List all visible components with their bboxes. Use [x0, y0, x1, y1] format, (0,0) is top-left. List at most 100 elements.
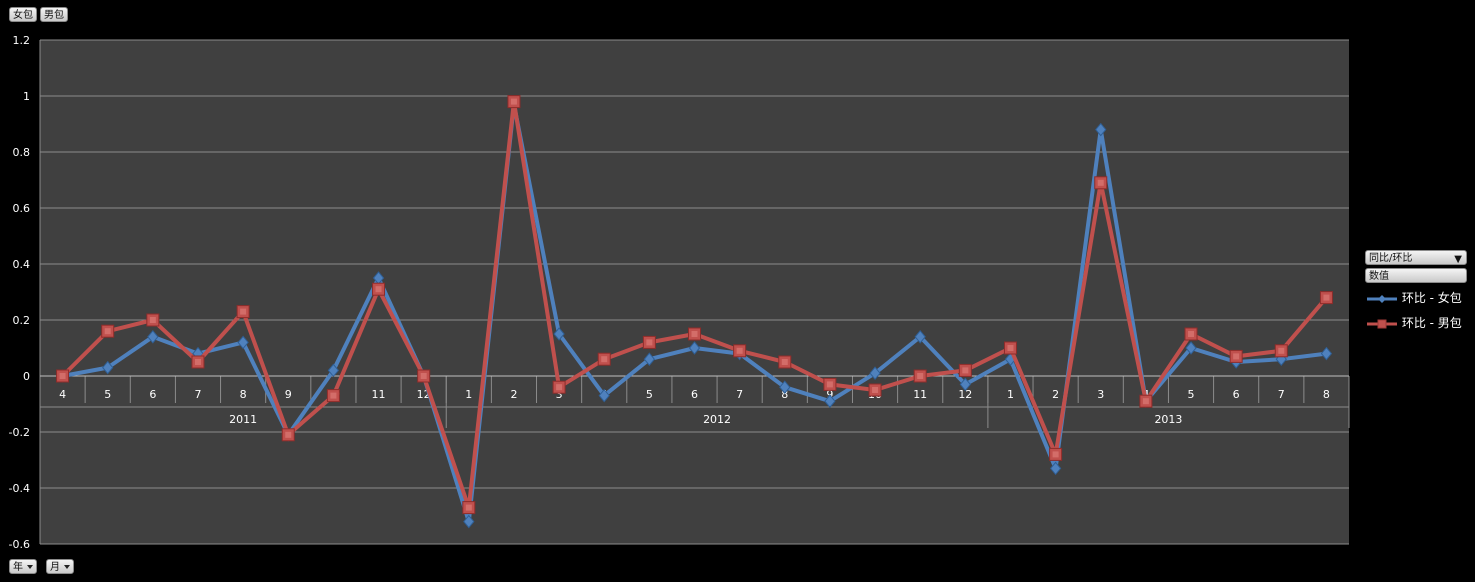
x-tick-label: 8 [1323, 388, 1330, 401]
legend-marker-series-a [1367, 294, 1397, 303]
x-tick-label: 9 [285, 388, 292, 401]
data-point-highlight [1142, 398, 1149, 405]
values-field-button[interactable]: 数值 [1365, 268, 1467, 283]
x-tick-label: 7 [1278, 388, 1285, 401]
y-tick-label: 0 [23, 370, 30, 383]
data-point-series-1 [914, 330, 926, 344]
x-tick-label: 1 [1007, 388, 1014, 401]
x-tick-label: 8 [240, 388, 247, 401]
x-tick-label: 8 [781, 388, 788, 401]
data-point-highlight [1097, 179, 1104, 186]
x-tick-label: 5 [104, 388, 111, 401]
x-tick-label: 5 [1188, 388, 1195, 401]
chevron-down-icon [27, 565, 33, 569]
x-tick-label: 6 [691, 388, 698, 401]
data-point-highlight [1052, 451, 1059, 458]
data-point-highlight [420, 373, 427, 379]
data-point-series-1 [463, 514, 475, 529]
data-point-highlight [59, 373, 66, 379]
data-point-highlight [646, 339, 653, 346]
line-chart: 1.210.80.60.40.20-0.2-0.4-0.645678910111… [9, 34, 1350, 551]
data-point-series-1 [1185, 341, 1197, 355]
plot-area [40, 40, 1349, 544]
legend-marker-series-b [1367, 319, 1397, 328]
year-label: 2012 [703, 413, 731, 426]
data-point-highlight [510, 98, 517, 105]
x-tick-label: 5 [646, 388, 653, 401]
y-tick-label: 1.2 [13, 34, 31, 47]
x-tick-label: 2 [1052, 388, 1059, 401]
legend-label-series-a: 环比 - 女包 [1401, 291, 1462, 305]
data-point-highlight [375, 286, 382, 293]
data-point-highlight [691, 331, 698, 337]
chevron-down-icon [64, 565, 70, 569]
data-point-highlight [872, 387, 879, 393]
filter-button-series-a[interactable]: 女包 [9, 7, 37, 22]
month-field-label: 月 [50, 562, 60, 573]
filter-icon: ▼ [1454, 254, 1462, 265]
legend-item-series-b: 环比 - 男包 [1366, 314, 1462, 331]
data-point-highlight [736, 347, 743, 354]
data-point-highlight [194, 359, 201, 365]
x-tick-label: 2 [510, 388, 517, 401]
y-tick-label: 1 [23, 90, 30, 103]
data-point-highlight [962, 367, 969, 374]
y-tick-label: -0.6 [9, 538, 30, 551]
data-point-series-1 [824, 394, 836, 408]
data-point-highlight [601, 356, 608, 363]
year-label: 2011 [229, 413, 257, 426]
data-point-highlight [1323, 294, 1330, 301]
x-tick-label: 3 [1097, 388, 1104, 401]
x-tick-label: 4 [59, 388, 66, 401]
x-tick-label: 6 [149, 388, 156, 401]
data-point-series-1 [553, 327, 565, 341]
data-point-series-1 [1320, 346, 1333, 361]
year-label: 2013 [1154, 413, 1182, 426]
data-point-highlight [917, 373, 924, 379]
year-field-button[interactable]: 年 [9, 559, 37, 574]
data-point-series-1 [147, 330, 159, 344]
y-tick-label: 0.6 [13, 202, 31, 215]
filter-button-series-b[interactable]: 男包 [40, 7, 68, 22]
data-point-highlight [1278, 347, 1285, 354]
x-tick-label: 11 [913, 388, 927, 401]
data-point-series-1 [643, 352, 656, 366]
data-point-highlight [1007, 345, 1014, 351]
legend-item-series-a: 环比 - 女包 [1366, 289, 1462, 306]
data-point-highlight [1233, 353, 1240, 360]
data-point-series-1 [102, 360, 114, 375]
data-point-series-1 [237, 335, 249, 350]
x-tick-label: 7 [194, 388, 201, 401]
data-point-series-1 [869, 366, 881, 380]
x-tick-label: 1 [465, 388, 472, 401]
y-tick-label: 0.2 [13, 314, 31, 327]
data-point-series-1 [779, 380, 791, 394]
data-point-highlight [330, 392, 337, 399]
legend-field-button[interactable]: 同比/环比 ▼ [1365, 250, 1467, 265]
y-tick-label: 0.8 [13, 146, 31, 159]
data-point-series-1 [1049, 461, 1062, 476]
data-point-highlight [826, 381, 833, 388]
data-point-highlight [781, 359, 788, 365]
data-point-highlight [149, 317, 156, 323]
legend-field-label: 同比/环比 [1369, 253, 1413, 264]
y-tick-label: -0.4 [9, 482, 30, 495]
y-tick-label: -0.2 [9, 426, 30, 439]
year-field-label: 年 [13, 562, 23, 573]
data-point-highlight [1188, 331, 1195, 337]
x-tick-label: 6 [1233, 388, 1240, 401]
data-point-highlight [465, 504, 472, 511]
y-tick-label: 0.4 [13, 258, 31, 271]
data-point-highlight [285, 431, 292, 438]
x-tick-label: 11 [372, 388, 386, 401]
data-point-highlight [556, 384, 563, 391]
data-point-series-1 [1095, 122, 1107, 137]
x-tick-label: 7 [736, 388, 743, 401]
data-point-highlight [104, 328, 111, 335]
legend-label-series-b: 环比 - 男包 [1401, 316, 1462, 330]
month-field-button[interactable]: 月 [46, 559, 74, 574]
data-point-series-1 [598, 388, 610, 403]
data-point-series-1 [327, 363, 340, 378]
x-tick-label: 12 [958, 388, 972, 401]
data-point-series-1 [959, 377, 971, 392]
